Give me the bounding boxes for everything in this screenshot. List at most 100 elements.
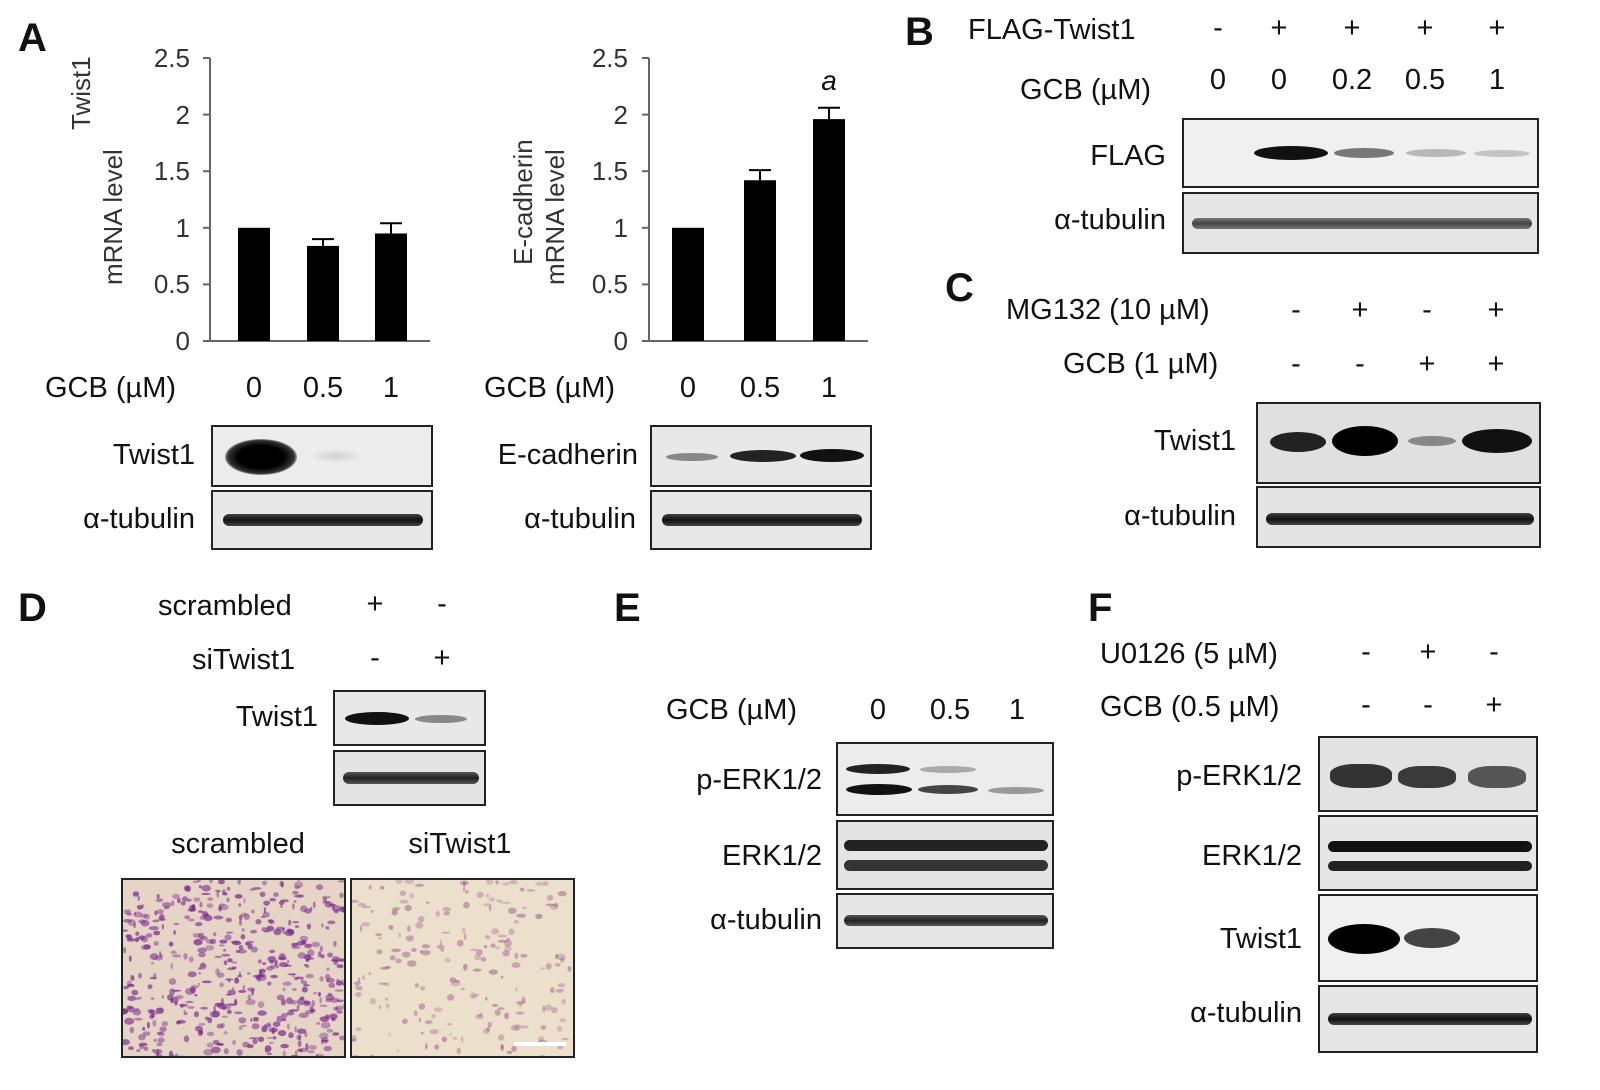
bar-chart-ecadherin: a bbox=[642, 57, 868, 342]
stained-cell bbox=[292, 973, 295, 978]
stained-cell bbox=[221, 1006, 226, 1010]
stained-cell bbox=[398, 932, 401, 938]
stained-cell bbox=[148, 1009, 156, 1015]
stained-cell bbox=[298, 1012, 309, 1018]
stained-cell bbox=[148, 926, 159, 931]
stained-cell bbox=[456, 1047, 461, 1055]
stained-cell bbox=[127, 995, 136, 1001]
stained-cell bbox=[353, 981, 362, 985]
stained-cell bbox=[567, 966, 572, 972]
stained-cell bbox=[185, 885, 191, 892]
dose-label: 0.5 bbox=[739, 372, 781, 404]
scale-bar bbox=[514, 1042, 566, 1046]
stained-cell bbox=[274, 959, 278, 966]
stained-cell bbox=[341, 907, 344, 914]
stained-cell bbox=[153, 941, 159, 946]
stained-cell bbox=[280, 905, 283, 908]
stained-cell bbox=[336, 964, 344, 969]
stained-cell bbox=[257, 1010, 267, 1016]
stained-cell bbox=[308, 1057, 311, 1058]
stained-cell bbox=[149, 1014, 155, 1019]
panel-letter-f: F bbox=[1088, 586, 1113, 630]
stained-cell bbox=[236, 1049, 243, 1056]
stained-cell bbox=[369, 998, 377, 1005]
stained-cell bbox=[225, 917, 232, 923]
treatment-value: + bbox=[1488, 12, 1506, 44]
stained-cell bbox=[297, 880, 301, 882]
stained-cell bbox=[315, 884, 324, 891]
band bbox=[844, 915, 1048, 926]
stained-cell bbox=[323, 1045, 332, 1052]
stained-cell bbox=[278, 962, 289, 968]
band bbox=[800, 449, 864, 462]
stained-cell bbox=[515, 1000, 526, 1005]
stained-cell bbox=[306, 957, 315, 960]
stained-cell bbox=[499, 899, 503, 904]
y-tick-label: 1 bbox=[175, 212, 190, 243]
stained-cell bbox=[311, 941, 321, 948]
stained-cell bbox=[324, 974, 331, 980]
stained-cell bbox=[379, 1005, 382, 1010]
stained-cell bbox=[476, 891, 484, 898]
stained-cell bbox=[138, 1034, 146, 1041]
band bbox=[846, 764, 910, 774]
stained-cell bbox=[392, 907, 401, 911]
stained-cell bbox=[388, 924, 394, 930]
stained-cell bbox=[361, 975, 366, 980]
treatment-value: + bbox=[1487, 348, 1505, 380]
stained-cell bbox=[211, 1010, 221, 1018]
stained-cell bbox=[201, 980, 212, 984]
stained-cell bbox=[265, 904, 268, 907]
y-tick-label: 1.5 bbox=[153, 156, 190, 187]
stained-cell bbox=[271, 1027, 275, 1035]
stained-cell bbox=[361, 922, 371, 927]
stained-cell bbox=[284, 1058, 292, 1059]
stained-cell bbox=[170, 997, 179, 1004]
stained-cell bbox=[304, 908, 312, 914]
stained-cell bbox=[127, 1006, 136, 1013]
stained-cell bbox=[326, 1028, 334, 1033]
stained-cell bbox=[206, 1042, 214, 1048]
stained-cell bbox=[180, 901, 186, 906]
stained-cell bbox=[257, 1036, 265, 1043]
bar bbox=[307, 245, 339, 341]
stained-cell bbox=[231, 961, 238, 964]
stained-cell bbox=[235, 976, 239, 981]
stained-cell bbox=[282, 1017, 287, 1022]
stained-cell bbox=[431, 1014, 436, 1019]
stained-cell bbox=[232, 987, 235, 991]
stained-cell bbox=[511, 1045, 517, 1052]
image-label: siTwist1 bbox=[408, 828, 512, 860]
stained-cell bbox=[561, 1037, 569, 1041]
stained-cell bbox=[220, 904, 229, 911]
blot-p-erk bbox=[836, 742, 1054, 816]
stained-cell bbox=[557, 1025, 563, 1032]
stained-cell bbox=[434, 1007, 443, 1013]
stained-cell bbox=[509, 880, 518, 885]
stained-cell bbox=[395, 958, 402, 964]
stained-cell bbox=[540, 967, 545, 970]
stained-cell bbox=[294, 885, 300, 890]
stained-cell bbox=[338, 1035, 344, 1041]
blot-twist1 bbox=[1256, 402, 1541, 484]
stained-cell bbox=[282, 981, 292, 986]
stained-cell bbox=[147, 1009, 154, 1013]
stained-cell bbox=[326, 967, 330, 971]
stained-cell bbox=[404, 880, 415, 884]
stained-cell bbox=[506, 1050, 513, 1055]
stained-cell bbox=[197, 880, 201, 882]
stained-cell bbox=[223, 948, 226, 952]
stained-cell bbox=[198, 982, 201, 986]
stained-cell bbox=[171, 900, 175, 907]
stained-cell bbox=[452, 1037, 458, 1040]
stained-cell bbox=[362, 905, 371, 909]
stained-cell bbox=[415, 921, 424, 929]
stained-cell bbox=[133, 1017, 143, 1021]
stained-cell bbox=[535, 913, 543, 919]
stained-cell bbox=[282, 1050, 286, 1056]
panel-letter-c: C bbox=[945, 266, 974, 310]
stained-cell bbox=[238, 945, 244, 951]
stained-cell bbox=[405, 935, 414, 942]
stained-cell bbox=[502, 901, 512, 904]
band bbox=[1330, 764, 1392, 788]
